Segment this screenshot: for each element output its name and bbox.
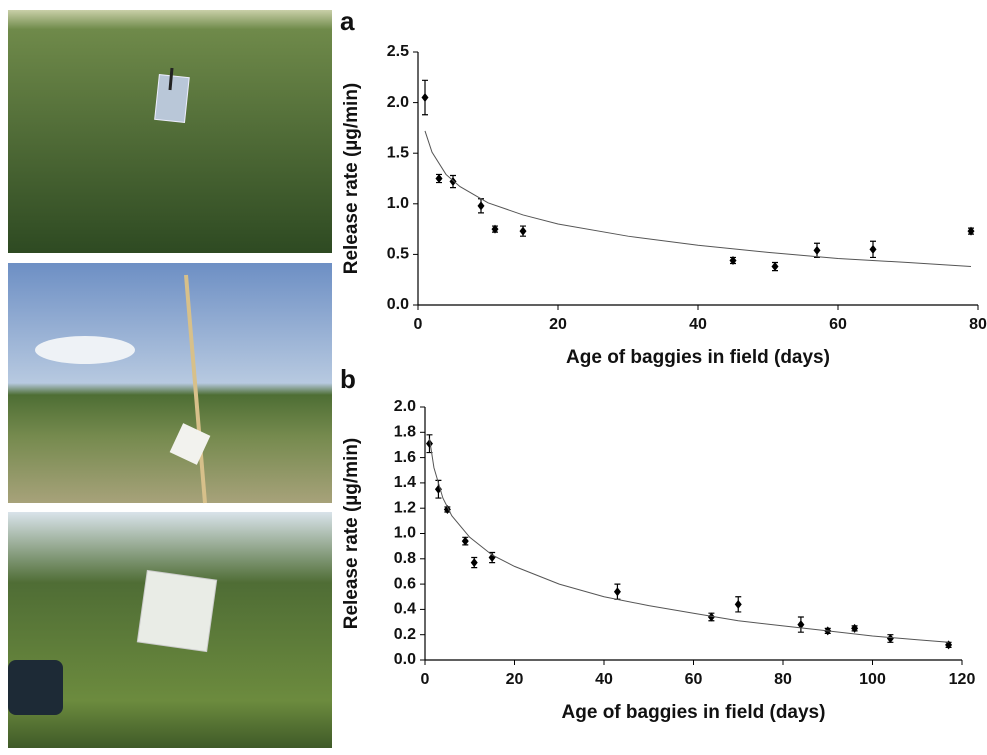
x-tick-label: 120: [949, 671, 976, 688]
x-tick-label: 80: [969, 316, 987, 333]
x-tick-label: 40: [595, 671, 613, 688]
data-point: [814, 246, 821, 255]
x-tick-label: 20: [549, 316, 567, 333]
y-tick-label: 2.0: [387, 94, 409, 111]
y-tick-label: 1.0: [387, 195, 409, 212]
x-tick-label: 40: [689, 316, 707, 333]
y-tick-label: 0.5: [387, 246, 409, 263]
data-point: [520, 227, 527, 236]
y-tick-label: 0.8: [394, 550, 416, 567]
x-tick-label: 0: [421, 671, 430, 688]
page: a 0.0 0.5 1.0 1.5 2.0 2.5 0 20 40 60 80 Age of baggi…: [0, 0, 987, 750]
fit-curve: [425, 131, 971, 267]
y-tick-label: 1.4: [394, 474, 416, 491]
data-point: [870, 245, 877, 254]
y-tick-label: 0.4: [394, 601, 416, 618]
figure: a 0.0 0.5 1.0 1.5 2.0 2.5 0 20 40 60 80 Age of baggi…: [0, 0, 987, 750]
y-tick-label: 1.8: [394, 424, 416, 441]
fit-curve: [429, 439, 948, 643]
data-point: [462, 537, 469, 546]
data-point: [471, 558, 478, 567]
x-tick-label: 20: [506, 671, 524, 688]
x-tick-label: 60: [829, 316, 847, 333]
y-tick-label: 0.0: [387, 296, 409, 313]
y-tick-label: 1.2: [394, 499, 416, 516]
data-point: [851, 624, 858, 633]
x-axis-title: Age of baggies in field (days): [566, 347, 830, 368]
x-tick-label: 80: [774, 671, 792, 688]
photo-apple: [8, 512, 332, 748]
photo-corn: [8, 263, 332, 503]
y-tick-label: 0.2: [394, 626, 416, 643]
y-tick-label: 1.0: [394, 525, 416, 542]
y-axis-title: Release rate (µg/min): [341, 438, 362, 630]
data-point: [436, 174, 443, 183]
data-point: [614, 587, 621, 596]
panel-label: a: [340, 6, 355, 36]
x-tick-label: 0: [414, 316, 423, 333]
data-point: [478, 201, 485, 210]
data-point: [735, 600, 742, 609]
panel-label: b: [340, 364, 356, 394]
photo-cranberry: [8, 10, 332, 253]
data-point: [422, 93, 429, 102]
y-tick-label: 0.6: [394, 575, 416, 592]
x-tick-label: 100: [859, 671, 886, 688]
data-point: [887, 634, 894, 643]
y-tick-label: 1.6: [394, 449, 416, 466]
y-tick-label: 1.5: [387, 144, 409, 161]
y-axis-title: Release rate (µg/min): [341, 83, 362, 275]
x-axis-title: Age of baggies in field (days): [562, 702, 826, 723]
y-tick-label: 2.0: [394, 398, 416, 415]
y-tick-label: 2.5: [387, 43, 409, 60]
y-tick-label: 0.0: [394, 651, 416, 668]
data-point: [772, 262, 779, 271]
x-tick-label: 60: [685, 671, 703, 688]
